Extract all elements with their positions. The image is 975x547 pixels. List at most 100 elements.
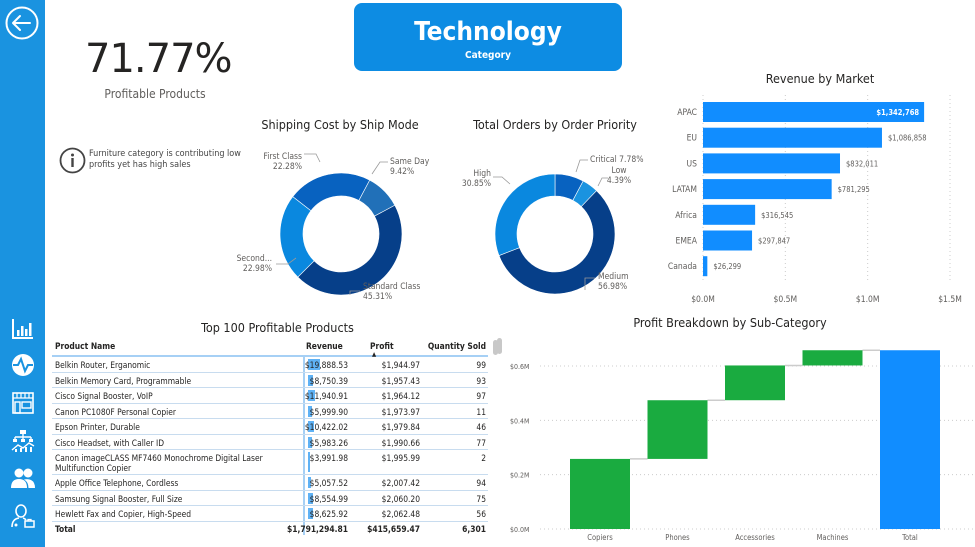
waterfall-chart-title: Profit Breakdown by Sub-Category — [633, 315, 827, 330]
category-subtitle: Category — [464, 50, 511, 61]
bar-data-label: $832,011 — [846, 159, 878, 168]
profit-cell: $2,060.20 — [381, 493, 420, 504]
revenue-data-bar — [308, 508, 314, 519]
revenue-by-market-chart: $0.0M $0.5M $1.0M $1.5M APAC $1,342,768 EU $1,0… — [668, 95, 962, 305]
col-quantity-sold[interactable]: Quantity Sold — [427, 341, 486, 351]
bar-canada[interactable] — [703, 256, 708, 277]
table-scrollbar[interactable] — [493, 340, 498, 355]
waterfall-bar-copiers[interactable] — [570, 458, 630, 529]
revenue-data-bar — [308, 390, 316, 401]
slice-label: 45.31% — [363, 292, 392, 302]
bar-us[interactable] — [703, 153, 841, 174]
category-card[interactable]: Technology Category — [354, 3, 622, 71]
bar-data-label: $297,847 — [758, 237, 790, 246]
quantity-cell: 2 — [481, 453, 486, 463]
bar-apac[interactable] — [703, 102, 925, 122]
table-row[interactable]: Hewlett Fax and Copier, High-Speed $8,625… — [52, 506, 488, 522]
slice-label: Medium — [598, 272, 629, 282]
bar-latam[interactable] — [703, 179, 832, 200]
slice-label: Standard Class — [363, 282, 420, 292]
x-category-label: Total — [901, 533, 918, 542]
info-icon — [59, 147, 86, 174]
category-title: Technology — [414, 17, 562, 47]
manager-icon[interactable] — [10, 503, 36, 529]
leader-line — [597, 177, 608, 187]
donut-slice-standard-class[interactable] — [297, 204, 403, 296]
bar-eu[interactable] — [703, 127, 882, 148]
profit-cell: $1,979.84 — [381, 422, 420, 432]
revenue-cell: $19,888.53 — [304, 360, 348, 370]
col-profit[interactable]: Profit — [370, 341, 394, 351]
y-category-label: APAC — [677, 108, 697, 118]
revenue-cell: $8,625.92 — [309, 509, 348, 519]
quantity-cell: 56 — [476, 509, 486, 519]
slice-label: 30.85% — [462, 179, 491, 189]
waterfall-bar-phones[interactable] — [647, 400, 708, 459]
profit-cell: $1,973.97 — [381, 406, 420, 417]
waterfall-bar-accessories[interactable] — [725, 365, 785, 401]
product-name-cell: Canon PC1080F Personal Copier — [55, 406, 177, 417]
revenue-data-bar — [308, 492, 314, 504]
table-row[interactable]: Apple Office Telephone, Cordless $5,057.5… — [52, 475, 488, 491]
bar-emea[interactable] — [703, 230, 753, 251]
y-tick-label: $0.6M — [510, 363, 529, 371]
table-row[interactable]: Canon PC1080F Personal Copier $5,999.90 $1… — [52, 404, 488, 419]
y-category-label: Africa — [675, 211, 697, 221]
waterfall-bar-total[interactable] — [880, 350, 940, 529]
y-tick-label: $0.2M — [510, 472, 529, 480]
waterfall-bar-machines[interactable] — [802, 350, 863, 366]
product-name-cell: Cisco Signal Booster, VoIP — [55, 391, 153, 401]
users-icon[interactable] — [10, 465, 36, 491]
revenue-data-bar — [308, 421, 315, 432]
x-category-label: Accessories — [735, 533, 775, 542]
col-revenue[interactable]: Revenue — [306, 341, 343, 351]
col-product-name[interactable]: Product Name — [55, 341, 116, 351]
product-name-cell: Belkin Memory Card, Programmable — [55, 375, 192, 386]
quantity-cell: 11 — [476, 406, 486, 417]
table-row[interactable]: Belkin Router, Erganomic $19,888.53 $1,944… — [52, 357, 488, 373]
revenue-cell: $10,422.02 — [304, 422, 348, 432]
revenue-cell: $8,554.99 — [309, 493, 348, 504]
pulse-icon[interactable] — [10, 352, 36, 378]
revenue-cell: $5,999.90 — [309, 406, 348, 417]
table-row[interactable]: Epson Printer, Durable $10,422.02 $1,979.8… — [52, 419, 488, 435]
sort-ascending-icon: ▲ — [372, 351, 377, 358]
slice-label: Critical 7.78% — [590, 155, 643, 165]
donut-slice-high[interactable] — [494, 173, 556, 256]
revenue-cell: $3,991.98 — [309, 453, 348, 463]
leader-line — [584, 277, 595, 290]
waterfall-scrollbar[interactable] — [497, 338, 502, 354]
profit-cell: $2,007.42 — [381, 478, 420, 488]
table-row[interactable]: Samsung Signal Booster, Full Size $8,554.… — [52, 491, 488, 506]
y-tick-label: $0.0M — [510, 526, 529, 534]
bar-chart-icon[interactable] — [10, 316, 36, 342]
shipping-chart-title: Shipping Cost by Ship Mode — [261, 117, 419, 132]
y-category-label: EMEA — [676, 237, 698, 247]
product-name-cell: Samsung Signal Booster, Full Size — [55, 493, 183, 504]
leader-line — [493, 176, 511, 185]
donut-slice-first-class[interactable] — [292, 172, 371, 212]
table-row[interactable]: Belkin Memory Card, Programmable $8,750.3… — [52, 373, 488, 388]
profit-waterfall-chart: $0.0M $0.2M $0.4M $0.6M Copiers Phones Accesso… — [510, 349, 973, 542]
quantity-cell: 75 — [476, 493, 486, 504]
slice-label: High — [473, 169, 491, 179]
bar-africa[interactable] — [703, 204, 756, 225]
y-category-label: LATAM — [672, 185, 697, 195]
table-row[interactable]: Canon imageCLASS MF7460 Monochrome Digit… — [52, 450, 488, 475]
slice-label: First Class — [263, 152, 302, 162]
revenue-cell: $5,057.52 — [309, 478, 348, 488]
product-name-cell: Canon imageCLASS MF7460 Monochrome Digit… — [55, 453, 263, 473]
table-row[interactable]: Cisco Signal Booster, VoIP $11,940.91 $1,9… — [52, 388, 488, 404]
profit-cell: $1,957.43 — [381, 375, 420, 386]
hierarchy-chart-icon[interactable] — [10, 428, 36, 454]
donut-slice-medium[interactable] — [498, 190, 616, 295]
product-name-cell: Apple Office Telephone, Cordless — [55, 478, 179, 488]
back-arrow-circle-icon[interactable] — [4, 5, 40, 41]
store-icon[interactable] — [10, 390, 36, 416]
table-row[interactable]: Cisco Headset, with Caller ID $5,983.26 $1… — [52, 435, 488, 450]
revenue-data-bar — [308, 477, 312, 488]
slice-label: 22.98% — [243, 264, 272, 274]
slice-label: Low — [611, 166, 626, 176]
